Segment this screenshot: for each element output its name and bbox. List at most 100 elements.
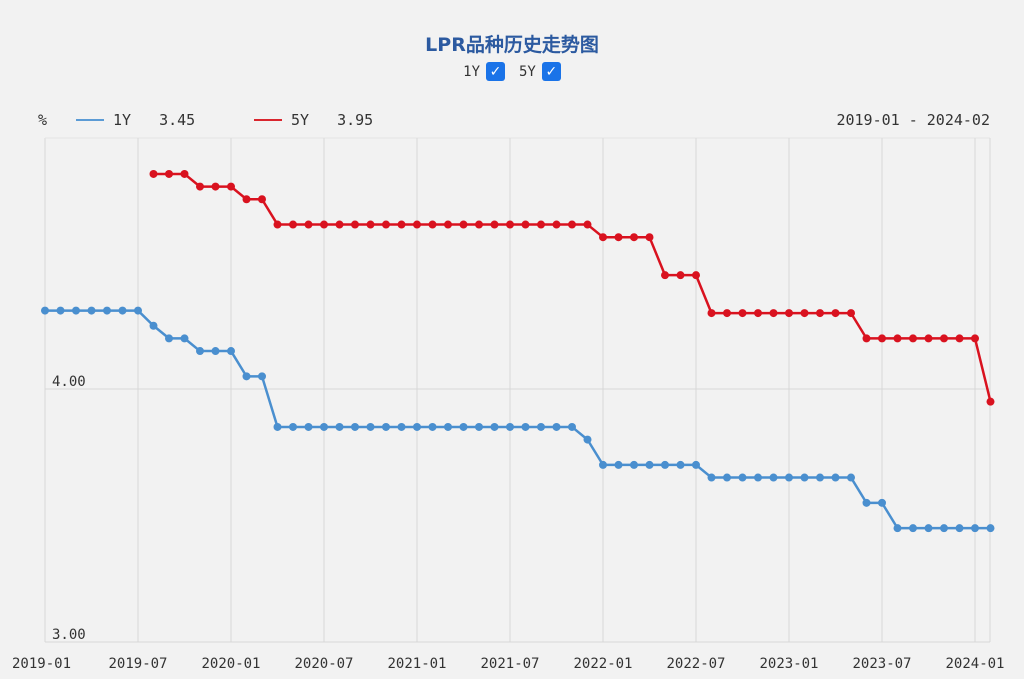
data-point-5y	[475, 220, 483, 229]
data-point-5y	[986, 397, 995, 406]
data-point-5y	[769, 309, 778, 318]
data-point-1y	[273, 422, 282, 431]
x-tick-label: 2020-01	[201, 656, 260, 672]
data-point-1y	[444, 422, 452, 431]
legend-1y-name: 1Y	[113, 111, 132, 129]
data-point-1y	[583, 435, 592, 444]
data-point-5y	[242, 195, 251, 204]
data-point-5y	[366, 220, 375, 229]
data-point-5y	[180, 169, 189, 178]
legend-5y-value: 3.95	[337, 111, 374, 129]
data-point-1y	[831, 473, 840, 482]
x-tick-label: 2024-01	[945, 656, 1004, 672]
data-point-1y	[924, 524, 933, 533]
data-point-5y	[273, 220, 282, 229]
data-point-1y	[692, 460, 700, 469]
data-point-5y	[428, 220, 437, 229]
toggle-5y[interactable]: 5Y ✓	[519, 62, 561, 81]
series-line-1y	[45, 309, 991, 530]
data-point-1y	[723, 473, 731, 482]
data-point-1y	[41, 306, 49, 315]
data-point-1y	[599, 460, 607, 469]
data-point-1y	[893, 524, 902, 533]
data-point-5y	[506, 220, 514, 229]
data-point-5y	[940, 334, 948, 343]
data-point-1y	[568, 422, 576, 431]
data-point-5y	[258, 195, 266, 204]
data-point-1y	[289, 422, 297, 431]
data-point-5y	[785, 309, 793, 318]
data-point-5y	[862, 334, 871, 343]
data-point-1y	[149, 321, 158, 330]
data-point-5y	[351, 220, 359, 229]
data-point-1y	[661, 460, 669, 469]
x-tick-label: 2022-07	[666, 656, 725, 672]
x-tick-label: 2023-01	[759, 656, 818, 672]
series-line-5y	[153, 172, 992, 402]
x-tick-label: 2019-07	[108, 656, 167, 672]
data-point-1y	[971, 524, 979, 533]
data-point-1y	[118, 306, 127, 315]
chart-title: LPR品种历史走势图	[425, 34, 599, 56]
data-point-1y	[103, 306, 111, 315]
data-point-1y	[72, 306, 80, 315]
data-point-5y	[289, 220, 297, 229]
data-point-5y	[661, 271, 669, 280]
data-point-1y	[397, 422, 406, 431]
data-point-5y	[847, 309, 855, 318]
data-point-1y	[366, 422, 375, 431]
data-point-5y	[335, 220, 344, 229]
legend-item-1y[interactable]: 1Y 3.45	[76, 111, 195, 129]
y-tick-label: 3.00	[52, 627, 86, 643]
series-toggles: 1Y ✓ 5Y ✓	[0, 62, 1024, 81]
data-point-1y	[180, 334, 189, 343]
data-point-1y	[87, 306, 96, 315]
data-point-5y	[738, 309, 747, 318]
data-point-5y	[196, 182, 204, 191]
data-point-1y	[614, 460, 623, 469]
data-point-5y	[955, 334, 964, 343]
data-point-5y	[304, 220, 313, 229]
data-point-1y	[552, 422, 561, 431]
data-point-5y	[707, 309, 716, 318]
data-point-1y	[847, 473, 855, 482]
data-point-1y	[769, 473, 778, 482]
data-point-1y	[227, 347, 235, 356]
data-point-5y	[413, 220, 421, 229]
data-point-5y	[211, 182, 220, 191]
data-point-5y	[893, 334, 902, 343]
checkbox-5y-check-icon[interactable]: ✓	[541, 62, 561, 81]
legend-row: % 1Y 3.45 5Y 3.95 2019-01 - 2024-02	[38, 111, 990, 131]
data-point-5y	[583, 220, 592, 229]
data-point-1y	[645, 460, 654, 469]
data-point-1y	[878, 498, 886, 507]
x-tick-label: 2021-07	[480, 656, 539, 672]
data-point-5y	[490, 220, 499, 229]
data-point-5y	[878, 334, 886, 343]
data-point-1y	[630, 460, 638, 469]
checkbox-1y-check-icon[interactable]: ✓	[486, 62, 505, 81]
data-point-1y	[459, 422, 468, 431]
data-point-1y	[521, 422, 530, 431]
data-point-5y	[723, 309, 731, 318]
data-point-1y	[320, 422, 328, 431]
data-point-1y	[242, 372, 251, 381]
data-point-1y	[909, 524, 917, 533]
legend-item-5y[interactable]: 5Y 3.95	[254, 111, 373, 129]
legend-5y-name: 5Y	[291, 111, 310, 129]
data-point-1y	[785, 473, 793, 482]
data-point-5y	[537, 220, 545, 229]
data-point-5y	[800, 309, 809, 318]
data-point-1y	[862, 498, 871, 507]
data-point-1y	[955, 524, 964, 533]
toggle-5y-label: 5Y	[519, 63, 536, 80]
data-point-5y	[149, 169, 158, 178]
data-point-1y	[56, 306, 65, 315]
toggle-1y[interactable]: 1Y ✓	[463, 62, 505, 81]
y-axis-ticks: 4.00 3.00	[52, 374, 86, 643]
x-axis-ticks: 2019-01 2019-07 2020-01 2020-07 2021-01 2021-…	[12, 656, 1005, 672]
grid-lines	[44, 137, 991, 643]
data-point-5y	[459, 220, 468, 229]
data-point-5y	[614, 233, 623, 242]
